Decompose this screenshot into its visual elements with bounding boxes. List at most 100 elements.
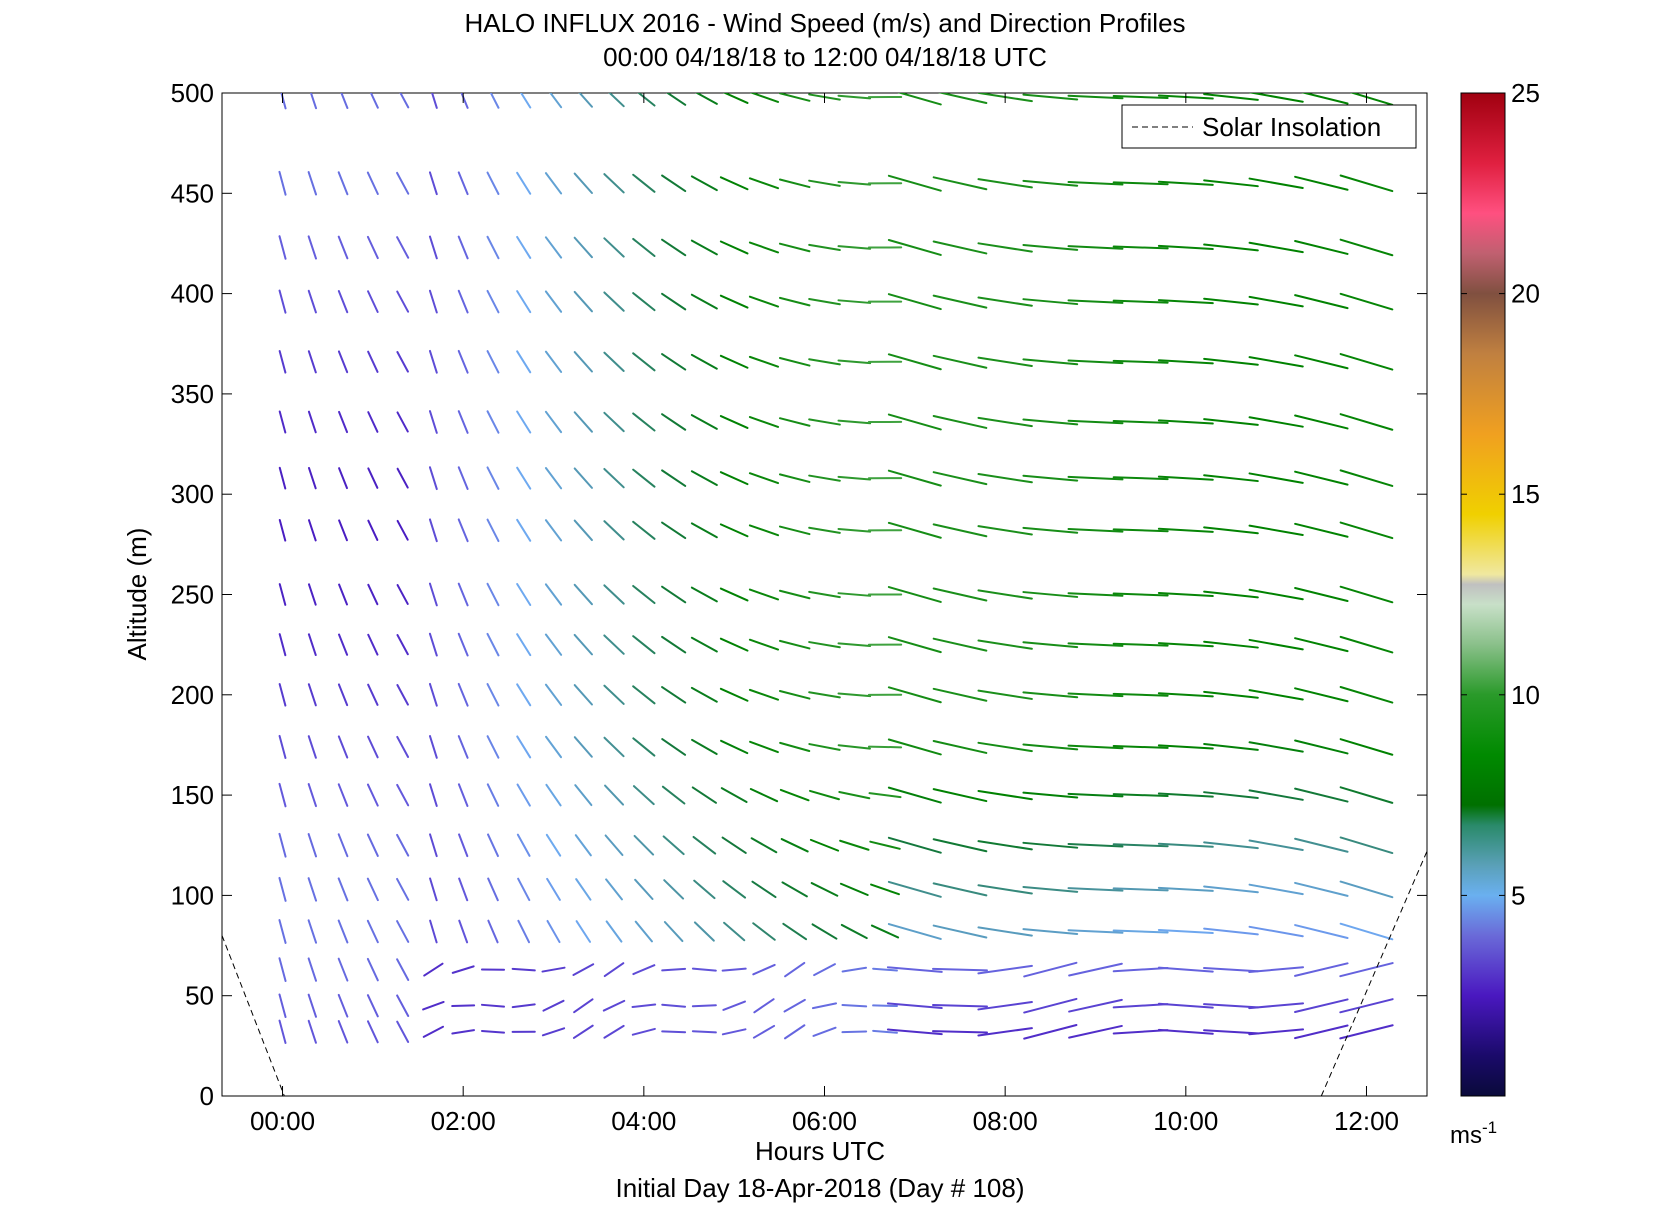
- wind-arrow: [719, 294, 749, 309]
- wind-arrow: [778, 417, 811, 427]
- wind-arrow: [573, 736, 593, 758]
- wind-arrow: [337, 235, 349, 260]
- wind-arrow: [778, 357, 811, 367]
- wind-arrow: [1022, 179, 1079, 187]
- wind-arrow: [692, 835, 717, 855]
- wind-arrow: [1248, 1002, 1305, 1010]
- wind-arrow: [808, 298, 841, 306]
- wind-arrow: [977, 639, 1033, 650]
- wind-arrow: [1022, 743, 1079, 751]
- wind-arrow: [1248, 472, 1304, 484]
- wind-arrow: [428, 682, 438, 707]
- wind-arrow: [1112, 692, 1169, 697]
- wind-arrow: [778, 178, 811, 189]
- wind-arrow: [808, 474, 841, 482]
- wind-arrow: [932, 1030, 988, 1034]
- wind-arrow: [1339, 635, 1394, 654]
- wind-arrow: [778, 296, 811, 307]
- wind-arrow: [544, 172, 563, 195]
- wind-arrow: [1294, 787, 1349, 803]
- wind-arrow: [1203, 1029, 1259, 1035]
- wind-arrow: [278, 993, 287, 1018]
- wind-arrow: [1203, 526, 1259, 535]
- wind-arrow: [517, 919, 531, 944]
- wind-arrow: [886, 1002, 943, 1010]
- wind-arrow: [337, 783, 349, 807]
- wind-arrow: [396, 290, 410, 313]
- wind-arrow: [723, 921, 746, 942]
- wind-arrow: [516, 683, 532, 707]
- chart-subtitle: 00:00 04/18/18 to 12:00 04/18/18 UTC: [603, 42, 1047, 72]
- wind-arrow: [937, 93, 988, 104]
- wind-arrow: [457, 171, 469, 196]
- wind-arrow: [632, 412, 656, 432]
- wind-arrow: [480, 1003, 505, 1008]
- wind-arrow: [338, 583, 349, 606]
- wind-arrow: [1339, 880, 1394, 899]
- wind-arrow: [867, 745, 903, 749]
- wind-arrow: [511, 1003, 536, 1009]
- wind-arrow: [748, 355, 780, 368]
- wind-arrow: [307, 289, 317, 314]
- wind-arrow: [690, 293, 718, 310]
- wind-arrow: [661, 967, 687, 972]
- wind-arrow: [1112, 420, 1169, 424]
- wind-arrow: [278, 919, 287, 944]
- wind-arrow: [278, 876, 287, 902]
- colorbar-ticks: 5 10 15 20 25: [1461, 78, 1540, 910]
- wind-arrow: [367, 633, 379, 656]
- wind-arrow: [932, 294, 988, 309]
- wind-arrow: [367, 467, 379, 489]
- wind-arrow: [1067, 744, 1124, 750]
- wind-arrow: [1067, 180, 1124, 186]
- wind-arrow: [1248, 356, 1304, 368]
- wind-arrow: [1203, 841, 1259, 850]
- wind-arrow: [486, 518, 500, 543]
- colorbar-unit-exponent: -1: [1482, 1118, 1497, 1137]
- wind-arrow: [1203, 1003, 1259, 1009]
- wind-arrow: [977, 525, 1033, 536]
- wind-arrow: [544, 466, 563, 490]
- wind-arrow: [451, 1004, 476, 1008]
- wind-arrow: [1248, 789, 1304, 801]
- wind-arrow: [307, 583, 317, 606]
- wind-arrow: [489, 93, 500, 109]
- wind-arrow: [632, 173, 656, 193]
- wind-arrow: [1022, 474, 1079, 482]
- wind-arrow: [841, 1030, 868, 1034]
- wind-arrow: [837, 299, 872, 304]
- wind-arrow: [1022, 791, 1079, 799]
- wind-arrow: [520, 93, 532, 109]
- wind-arrow: [337, 350, 349, 374]
- wind-arrow: [1067, 792, 1124, 798]
- wind-arrow: [399, 93, 410, 109]
- wind-arrow: [808, 418, 841, 426]
- wind-arrow: [634, 920, 653, 943]
- y-tick-label: 450: [171, 178, 214, 208]
- wind-arrow: [573, 236, 593, 259]
- y-tick-label: 300: [171, 479, 214, 509]
- wind-arrow: [748, 472, 780, 485]
- wind-arrow: [1112, 745, 1169, 749]
- wind-arrow: [309, 93, 318, 110]
- wind-arrow: [690, 522, 718, 539]
- wind-arrow: [977, 1001, 1033, 1011]
- wind-arrow: [721, 967, 747, 972]
- wind-arrow: [1248, 416, 1304, 428]
- wind-arrow: [1339, 238, 1394, 257]
- wind-arrow: [1294, 739, 1349, 755]
- wind-arrow: [1157, 692, 1214, 698]
- wind-arrow: [278, 633, 287, 657]
- wind-arrow: [1203, 418, 1259, 426]
- wind-arrow: [1112, 299, 1169, 304]
- y-tick-label: 150: [171, 780, 214, 810]
- wind-arrow: [422, 1000, 445, 1011]
- wind-arrow: [486, 582, 500, 607]
- wind-arrow: [1112, 245, 1169, 250]
- wind-arrow: [1248, 1028, 1305, 1036]
- wind-arrow: [932, 788, 988, 803]
- wind-arrow: [486, 171, 500, 195]
- wind-arrow: [458, 877, 469, 902]
- wind-arrow: [691, 967, 717, 972]
